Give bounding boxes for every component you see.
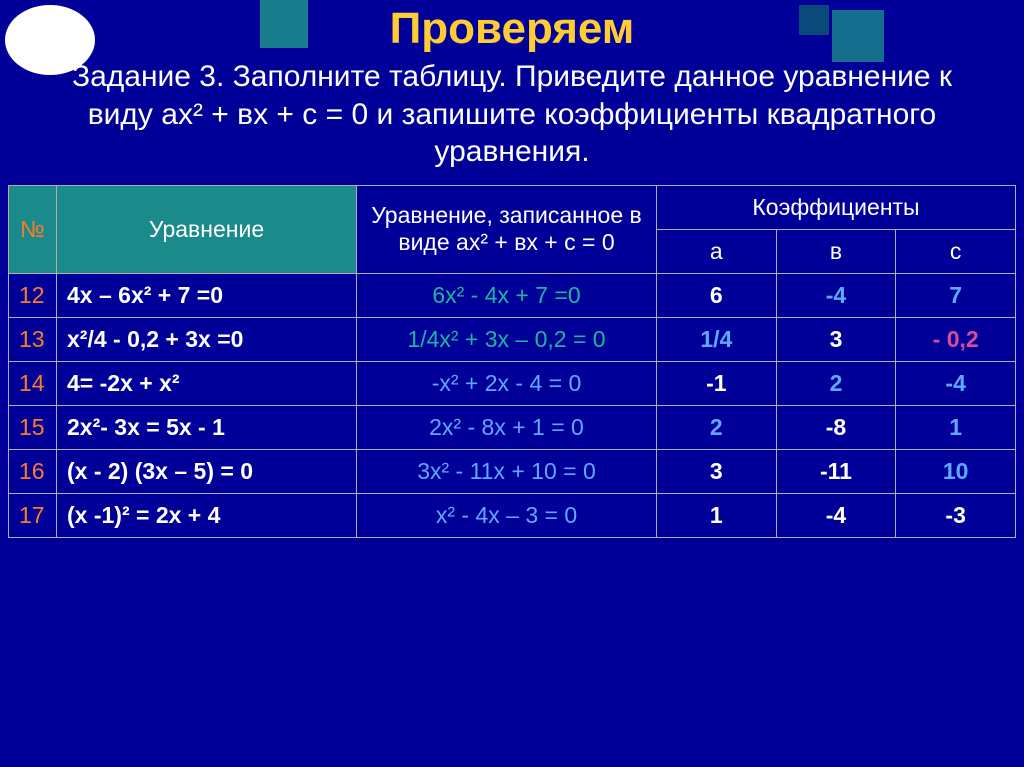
header-number: № — [9, 185, 57, 273]
standard-form-equation: 2х² - 8х + 1 = 0 — [357, 405, 657, 449]
coefficient-b: -4 — [776, 273, 896, 317]
original-equation: (х -1)² = 2х + 4 — [57, 493, 357, 537]
coefficient-c: 1 — [896, 405, 1016, 449]
table-row: 144= -2х + х²-х² + 2х - 4 = 0-12-4 — [9, 361, 1016, 405]
table-row: 17(х -1)² = 2х + 4х² - 4х – 3 = 01-4-3 — [9, 493, 1016, 537]
original-equation: х²/4 - 0,2 + 3х =0 — [57, 317, 357, 361]
row-number: 15 — [9, 405, 57, 449]
row-number: 16 — [9, 449, 57, 493]
original-equation: 4= -2х + х² — [57, 361, 357, 405]
equations-table: № Уравнение Уравнение, записанное в виде… — [8, 185, 1016, 538]
original-equation: (х - 2) (3х – 5) = 0 — [57, 449, 357, 493]
table-row: 152х²- 3х = 5х - 12х² - 8х + 1 = 02-81 — [9, 405, 1016, 449]
original-equation: 2х²- 3х = 5х - 1 — [57, 405, 357, 449]
coefficient-a: 2 — [657, 405, 777, 449]
coefficient-b: 3 — [776, 317, 896, 361]
coefficient-a: 1 — [657, 493, 777, 537]
table-row: 16(х - 2) (3х – 5) = 03х² - 11х + 10 = 0… — [9, 449, 1016, 493]
table-row: 13х²/4 - 0,2 + 3х =01/4х² + 3х – 0,2 = 0… — [9, 317, 1016, 361]
slide-subtitle: Задание 3. Заполните таблицу. Приведите … — [0, 54, 1024, 185]
coefficient-a: 1/4 — [657, 317, 777, 361]
coefficient-b: 2 — [776, 361, 896, 405]
row-number: 12 — [9, 273, 57, 317]
row-number: 13 — [9, 317, 57, 361]
coefficient-c: - 0,2 — [896, 317, 1016, 361]
coefficient-b: -8 — [776, 405, 896, 449]
header-b: в — [776, 229, 896, 273]
coefficient-c: 7 — [896, 273, 1016, 317]
table-row: 124х – 6х² + 7 =06х² - 4х + 7 =06-47 — [9, 273, 1016, 317]
decoration-square — [832, 10, 884, 62]
original-equation: 4х – 6х² + 7 =0 — [57, 273, 357, 317]
coefficient-a: -1 — [657, 361, 777, 405]
coefficient-c: -4 — [896, 361, 1016, 405]
coefficient-c: 10 — [896, 449, 1016, 493]
standard-form-equation: -х² + 2х - 4 = 0 — [357, 361, 657, 405]
standard-form-equation: 3х² - 11х + 10 = 0 — [357, 449, 657, 493]
row-number: 14 — [9, 361, 57, 405]
header-c: с — [896, 229, 1016, 273]
decoration-square — [799, 5, 829, 35]
coefficient-a: 6 — [657, 273, 777, 317]
coefficient-b: -4 — [776, 493, 896, 537]
standard-form-equation: 6х² - 4х + 7 =0 — [357, 273, 657, 317]
standard-form-equation: 1/4х² + 3х – 0,2 = 0 — [357, 317, 657, 361]
mascot-placeholder — [5, 5, 95, 75]
coefficient-c: -3 — [896, 493, 1016, 537]
header-coefficients: Коэффициенты — [657, 185, 1016, 229]
header-standard-form: Уравнение, записанное в виде ах² + вх + … — [357, 185, 657, 273]
header-equation: Уравнение — [57, 185, 357, 273]
standard-form-equation: х² - 4х – 3 = 0 — [357, 493, 657, 537]
decoration-square — [260, 0, 308, 48]
header-a: а — [657, 229, 777, 273]
row-number: 17 — [9, 493, 57, 537]
coefficient-b: -11 — [776, 449, 896, 493]
coefficient-a: 3 — [657, 449, 777, 493]
